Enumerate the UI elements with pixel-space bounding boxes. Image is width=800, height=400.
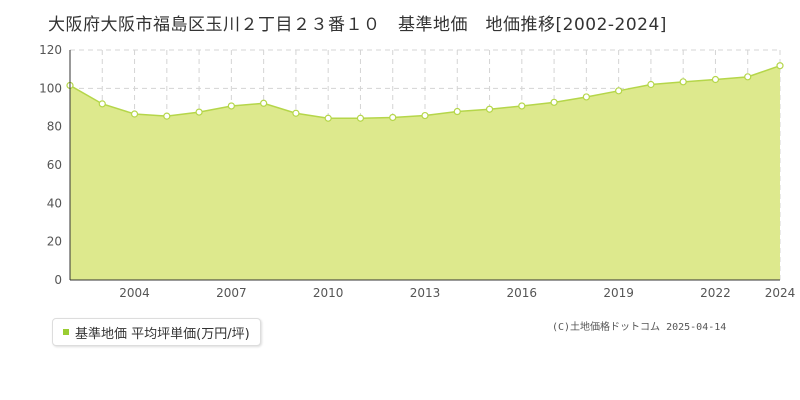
- y-tick-label: 60: [47, 158, 62, 172]
- x-tick-label: 2007: [216, 286, 247, 300]
- x-tick-label: 2024: [765, 286, 796, 300]
- x-tick-label: 2019: [603, 286, 634, 300]
- data-point: [292, 109, 300, 117]
- data-point: [776, 62, 784, 70]
- data-point: [195, 108, 203, 116]
- area-fill: [70, 65, 780, 280]
- x-tick-label: 2022: [700, 286, 731, 300]
- x-tick-label: 2010: [313, 286, 344, 300]
- data-point: [227, 102, 235, 110]
- data-point: [324, 114, 332, 122]
- chart-area: 0 20 40 60 80 100 120 2004 2007 2010 2013 2016 2019…: [39, 43, 795, 300]
- axes: [69, 50, 780, 281]
- data-point: [485, 105, 494, 113]
- data-point: [744, 73, 752, 81]
- data-point: [389, 113, 397, 122]
- data-point: [582, 93, 590, 101]
- data-point: [679, 78, 687, 86]
- data-point: [518, 102, 526, 110]
- data-point: [550, 98, 558, 106]
- x-tick-label: 2016: [507, 286, 538, 300]
- copyright-text: (C)土地価格ドットコム 2025-04-14: [552, 322, 727, 333]
- y-tick-label: 120: [39, 43, 62, 57]
- data-point: [647, 80, 655, 89]
- data-point: [615, 87, 623, 95]
- data-point: [356, 114, 365, 122]
- legend-label: 基準地価 平均坪単価(万円/坪): [75, 326, 250, 342]
- y-tick-labels: 0 20 40 60 80 100 120: [39, 43, 62, 287]
- data-point: [711, 75, 720, 84]
- data-point: [421, 111, 429, 120]
- y-tick-label: 80: [47, 120, 62, 134]
- legend: 基準地価 平均坪単価(万円/坪): [52, 318, 261, 346]
- data-point: [98, 100, 106, 108]
- data-point: [163, 112, 171, 120]
- x-tick-label: 2013: [410, 286, 441, 300]
- x-tick-labels: 2004 2007 2010 2013 2016 2019 2022 2024: [119, 286, 795, 300]
- chart-title: 大阪府大阪市福島区玉川２丁目２３番１０ 基準地価 地価推移[2002-2024]: [48, 15, 667, 35]
- y-tick-label: 0: [54, 273, 62, 287]
- data-points: [66, 62, 784, 122]
- data-point: [260, 99, 268, 107]
- y-tick-label: 100: [39, 81, 62, 95]
- data-point: [453, 107, 461, 116]
- data-point: [130, 110, 139, 118]
- x-tick-label: 2004: [119, 286, 150, 300]
- legend-marker: [63, 329, 69, 335]
- y-tick-label: 20: [47, 235, 62, 249]
- y-tick-label: 40: [47, 196, 62, 210]
